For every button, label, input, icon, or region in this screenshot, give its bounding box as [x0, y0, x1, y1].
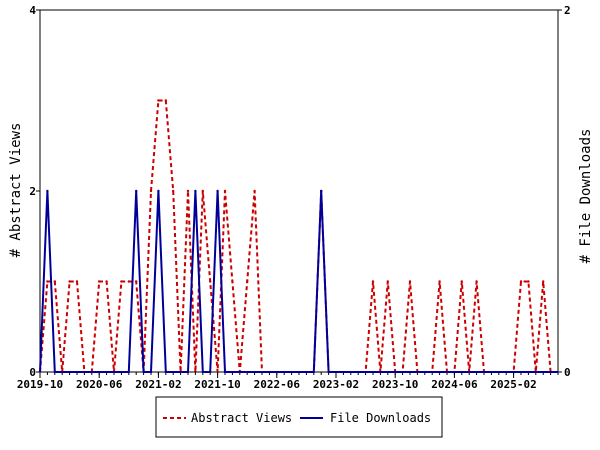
y-right-tick-label: 2 [564, 4, 571, 17]
views-point [527, 280, 530, 283]
downloads-point [157, 189, 160, 193]
plot-area [39, 9, 559, 373]
x-tick-label: 2024-06 [431, 378, 478, 391]
views-point [475, 280, 478, 283]
views-point [408, 280, 412, 283]
views-point [127, 280, 130, 283]
series-layer [39, 99, 558, 373]
views-point [519, 280, 523, 283]
legend: Abstract Views File Downloads [155, 396, 443, 438]
x-tick-label: 2019-10 [17, 378, 63, 391]
views-point [386, 280, 389, 283]
views-point [135, 280, 138, 283]
x-tick-label: 2025-02 [490, 378, 536, 391]
downloads-point [216, 189, 219, 193]
views-point [157, 99, 160, 102]
views-point [172, 189, 175, 193]
downloads-point [194, 189, 197, 193]
downloads-point [46, 189, 49, 193]
x-tick-label: 2023-10 [372, 378, 418, 391]
legend-label-downloads: File Downloads [330, 411, 431, 425]
x-tick-label: 2022-06 [254, 378, 301, 391]
x-tick-label: 2021-10 [194, 378, 240, 391]
views-point [53, 280, 56, 283]
views-point [371, 280, 375, 283]
views-point [105, 280, 108, 283]
x-tick-label: 2021-02 [135, 378, 181, 391]
views-point [186, 189, 190, 193]
y-axis-title-left: # Abstract Views [8, 123, 24, 258]
views-point [46, 280, 49, 283]
views-point [231, 280, 234, 283]
tick-marks [36, 9, 562, 378]
views-point [209, 280, 212, 283]
y-left-tick-label: 2 [29, 185, 36, 198]
views-point [253, 189, 256, 193]
views-point [149, 189, 153, 193]
x-tick-label: 2020-06 [76, 378, 123, 391]
x-tick-label: 2023-02 [313, 378, 359, 391]
views-point [460, 280, 463, 283]
y-left-tick-label: 4 [29, 4, 36, 17]
downloads-point [135, 189, 138, 193]
series-line-abstract-views [39, 99, 558, 373]
tick-labels: 2019-10 2020-06 2021-02 2021-10 2022-06 2023-… [17, 4, 571, 391]
series-line-file-downloads [39, 190, 558, 373]
views-point [75, 280, 79, 283]
views-point [223, 189, 227, 193]
plot-border [39, 9, 559, 373]
views-point [246, 280, 249, 283]
y-right-tick-label: 0 [564, 366, 571, 379]
views-point [201, 189, 204, 193]
views-point [120, 280, 123, 283]
views-point [164, 99, 167, 102]
views-point [98, 280, 101, 283]
downloads-point [320, 189, 323, 193]
legend-box [155, 396, 443, 438]
views-point [438, 280, 441, 283]
views-point [68, 280, 71, 283]
y-left-tick-label: 0 [29, 366, 36, 379]
legend-label-views: Abstract Views [191, 411, 292, 425]
views-point [542, 280, 545, 283]
y-axis-title-right: # File Downloads [578, 129, 594, 264]
